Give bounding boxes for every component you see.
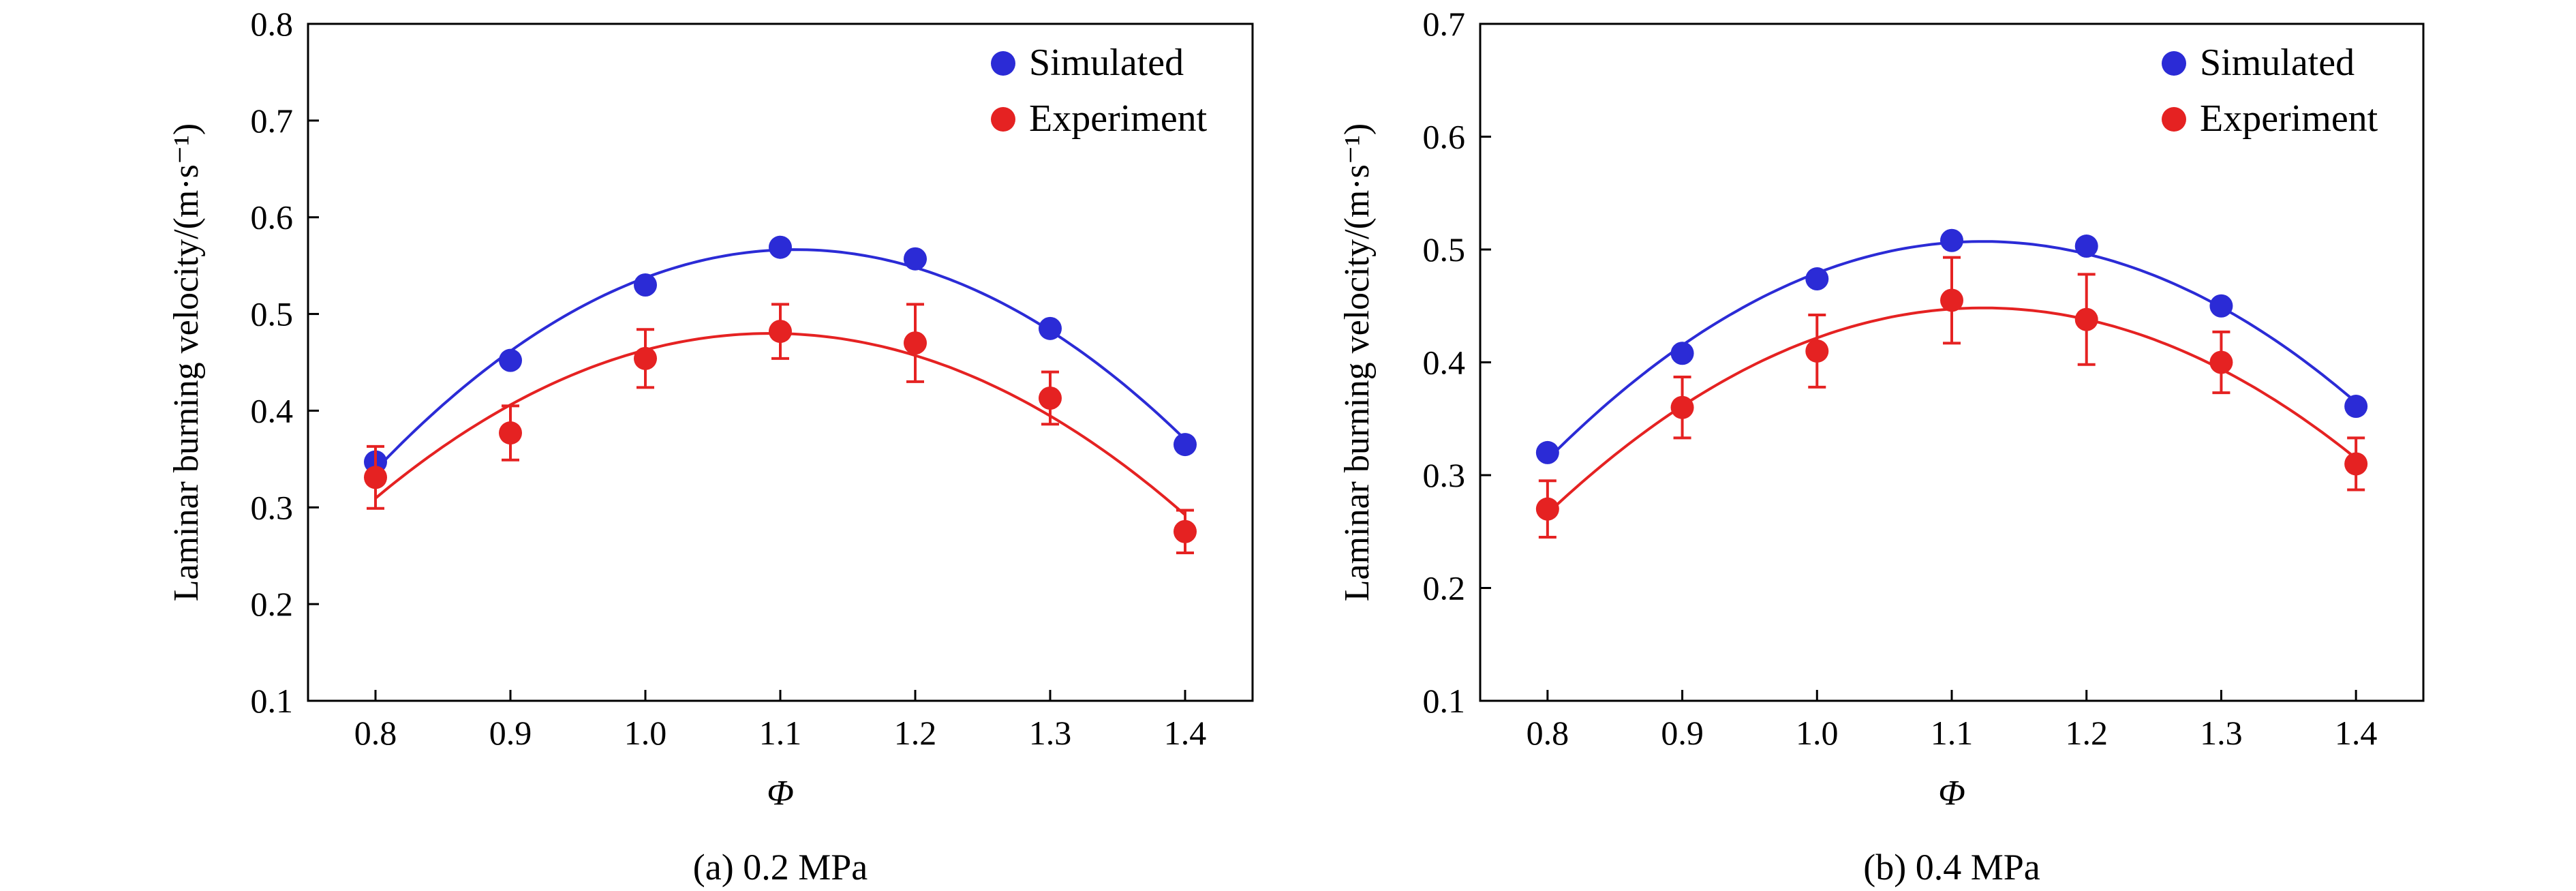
legend-marker-experiment [2162,107,2186,132]
data-point-simulated [499,348,522,372]
y-tick-label: 0.7 [251,102,294,140]
legend-label-experiment: Experiment [2200,97,2378,140]
data-point-simulated [904,247,927,271]
y-axis-title: Laminar burning velocity/(m·s⁻¹) [167,123,206,602]
chart-panel-a: 0.8 0.9 1.0 1.1 1.2 1.3 1.4 0.1 0.2 0.3 0.4 0.5 0.6 0… [167,5,1254,888]
panel-caption: (b) 0.4 MPa [1863,847,2040,888]
data-point-experiment [634,346,657,370]
x-tick-label: 1.1 [759,714,802,752]
x-tick-label: 0.9 [489,714,532,752]
panel-caption: (a) 0.2 MPa [693,847,868,888]
y-tick-label: 0.1 [251,682,294,720]
data-point-simulated [2074,235,2098,258]
y-axis-title: Laminar burning velocity/(m·s⁻¹) [1338,123,1377,602]
data-point-experiment [2344,452,2368,476]
data-point-experiment [364,466,387,489]
series-experiment [364,303,1197,554]
legend-marker-experiment [991,107,1015,132]
data-point-experiment [1535,497,1559,521]
y-tick-label: 0.6 [251,198,294,237]
data-point-experiment [904,331,927,355]
y-tick-label: 0.4 [251,391,294,429]
data-point-experiment [1174,519,1197,543]
legend-marker-simulated [2162,51,2186,76]
x-tick-label: 1.2 [2065,714,2108,752]
y-tick-label: 0.4 [1423,344,1466,382]
y-tick-label: 0.1 [1423,682,1466,720]
y-tick-label: 0.3 [1423,456,1466,494]
x-tick-label: 1.3 [2200,714,2243,752]
x-tick-label: 0.8 [1527,714,1569,752]
legend: Simulated Experiment [991,42,1208,140]
legend-marker-simulated [991,51,1015,76]
data-point-experiment [1670,395,1694,419]
y-tick-label: 0.7 [1423,5,1466,43]
data-point-experiment [1039,386,1062,410]
x-tick-label: 0.8 [354,714,397,752]
x-axis-title: Φ [1938,774,1965,813]
x-tick-label: 1.1 [1931,714,1974,752]
x-tick-label: 1.4 [1164,714,1207,752]
y-tick-label: 0.2 [251,585,294,623]
legend: Simulated Experiment [2162,42,2378,140]
data-point-simulated [1940,228,1963,252]
chart-panel-b: 0.8 0.9 1.0 1.1 1.2 1.3 1.4 0.1 0.2 0.3 0.4 0.5 0.6 0… [1338,5,2425,888]
y-tick-label: 0.6 [1423,118,1466,156]
data-point-simulated [1039,316,1062,340]
data-point-simulated [1805,267,1829,291]
data-point-simulated [634,273,657,297]
x-tick-label: 1.0 [1796,714,1839,752]
data-point-simulated [1174,433,1197,457]
data-point-experiment [2209,350,2233,374]
y-tick-label: 0.8 [251,5,294,43]
y-tick-label: 0.2 [1423,569,1466,607]
legend-label-simulated: Simulated [1029,42,1184,84]
data-point-simulated [2209,294,2233,318]
y-tick-label: 0.5 [1423,230,1466,269]
data-point-experiment [1805,339,1829,363]
series-simulated [1535,228,2368,464]
series-experiment [1535,256,2368,539]
data-point-experiment [499,421,522,445]
y-tick-label: 0.3 [251,488,294,526]
data-point-simulated [2344,395,2368,419]
x-axis-title: Φ [767,774,794,813]
data-point-experiment [1940,288,1963,312]
legend-label-experiment: Experiment [1029,97,1208,140]
data-point-simulated [1670,342,1694,365]
x-tick-label: 1.0 [624,714,667,752]
data-point-simulated [1535,440,1559,464]
data-point-simulated [769,235,792,259]
x-tick-label: 1.4 [2335,714,2378,752]
x-tick-label: 0.9 [1661,714,1704,752]
x-tick-label: 1.2 [894,714,937,752]
x-tick-label: 1.3 [1029,714,1072,752]
legend-label-simulated: Simulated [2200,42,2355,84]
data-point-experiment [2074,307,2098,331]
y-tick-label: 0.5 [251,295,294,333]
data-point-experiment [769,320,792,344]
